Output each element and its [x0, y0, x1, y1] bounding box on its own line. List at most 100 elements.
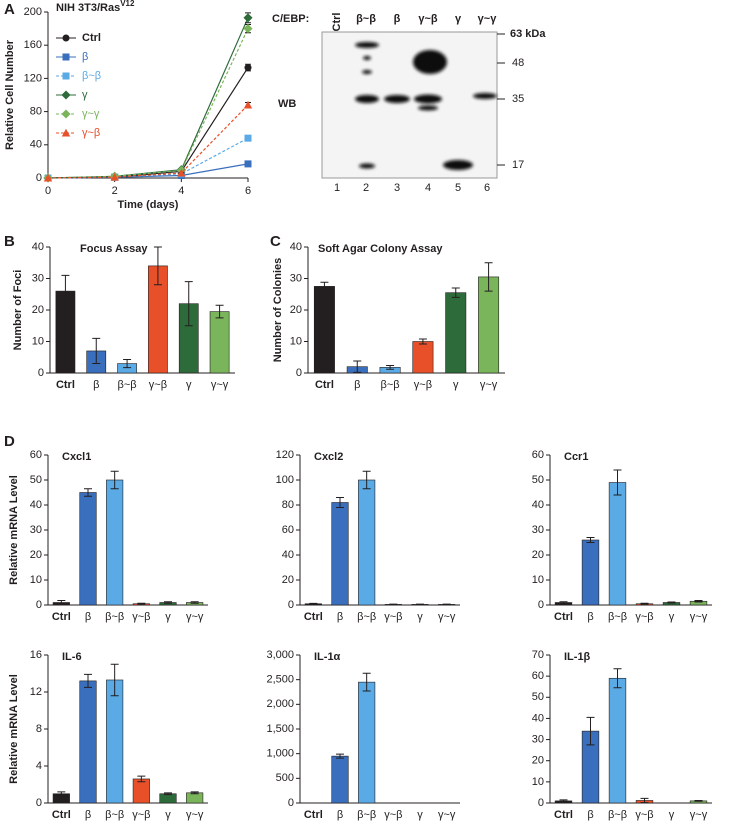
x-tick-label: γ~β: [384, 611, 402, 623]
x-tick-label: γ~γ: [438, 611, 456, 623]
bar: [186, 792, 204, 804]
size-marker: 35: [512, 93, 524, 105]
bar: [106, 679, 124, 804]
x-tick-label: Ctrl: [304, 809, 323, 821]
error-bar: [586, 537, 595, 543]
x-tick-label: γ: [165, 611, 171, 623]
y-tick-label: 2,500: [266, 674, 294, 686]
y-tick-label: 20: [290, 304, 302, 316]
bar: [79, 680, 97, 804]
chart-title: IL-1α: [314, 651, 341, 663]
series-line: [47, 28, 249, 179]
y-tick-label: 30: [290, 272, 302, 284]
error-bar: [336, 753, 344, 759]
error-bar: [559, 601, 568, 604]
series-line: [47, 67, 249, 179]
chart-title: NIH 3T3/RasV12: [56, 0, 135, 14]
error-bar: [613, 668, 622, 689]
x-tick-label: β: [354, 379, 360, 391]
series-line: [47, 104, 249, 179]
y-tick-label: 40: [532, 712, 544, 724]
chart-title-superscript: V12: [120, 0, 135, 8]
y-tick-label: 0: [296, 367, 302, 379]
error-bar: [362, 672, 371, 692]
x-tick-label: γ: [669, 611, 675, 623]
x-tick-label: β~β: [105, 809, 124, 821]
legend-marker: [61, 128, 71, 137]
x-tick-label: Ctrl: [52, 611, 71, 623]
point: [110, 172, 119, 181]
y-tick-label: 10: [32, 335, 44, 347]
panel-letter: A: [4, 1, 15, 18]
x-tick-label: γ~γ: [211, 379, 229, 391]
error-bar: [110, 663, 119, 697]
x-tick-label: Ctrl: [304, 611, 323, 623]
error-bar: [353, 360, 362, 373]
x-tick-label: β~β: [357, 611, 376, 623]
y-tick-label: 2,000: [266, 698, 294, 710]
chart-title: IL-1β: [564, 651, 591, 663]
bar: [132, 778, 150, 804]
blot-method: WB: [278, 98, 296, 110]
error-bar: [640, 797, 649, 804]
x-tick-label: β: [337, 809, 343, 821]
y-tick-label: 16: [30, 649, 42, 661]
blot-bands: [355, 42, 497, 170]
x-tick-label: β: [93, 379, 99, 391]
x-tick-label: γ: [165, 809, 171, 821]
y-tick-label: 0: [288, 599, 294, 611]
error-bar: [123, 358, 132, 369]
x-tick-label: γ~γ: [186, 611, 204, 623]
chart-title: IL-6: [62, 651, 82, 663]
error-bar: [484, 262, 493, 292]
error-bar: [153, 246, 162, 286]
bar: [581, 539, 600, 606]
x-tick-label: Ctrl: [315, 379, 334, 391]
lane-number: 4: [425, 182, 431, 194]
legend-marker: [62, 72, 70, 80]
y-tick-label: 40: [290, 241, 302, 253]
blot-label: C/EBP:: [272, 13, 309, 25]
y-tick-label: 1,500: [266, 723, 294, 735]
legend-label: γ~γ: [82, 108, 100, 120]
legend-marker: [61, 109, 71, 119]
chart-title-main: NIH 3T3/Ras: [56, 2, 120, 14]
legend-label: Ctrl: [82, 32, 101, 44]
panel-letter: D: [4, 433, 15, 450]
x-tick-label: β~β: [608, 809, 627, 821]
y-tick-label: 12: [30, 686, 42, 698]
x-tick-label: Ctrl: [554, 809, 573, 821]
x-tick-label: γ: [669, 809, 675, 821]
y-tick-label: 50: [30, 474, 42, 486]
panel-letter: B: [4, 233, 15, 250]
y-tick-label: 40: [32, 241, 44, 253]
x-tick-label: γ~β: [149, 379, 167, 391]
y-tick-label: 50: [532, 474, 544, 486]
x-tick-label: β~β: [381, 379, 400, 391]
x-tick-label: γ: [417, 611, 423, 623]
y-tick-label: 40: [532, 499, 544, 511]
error-bar: [110, 470, 119, 490]
x-tick-label: Ctrl: [56, 379, 75, 391]
y-tick-label: 30: [32, 272, 44, 284]
y-tick-label: 0: [538, 599, 544, 611]
y-tick-label: 120: [24, 72, 42, 84]
error-bar: [586, 716, 595, 746]
y-tick-label: 40: [282, 549, 294, 561]
x-tick-label: γ~γ: [690, 611, 708, 623]
x-tick-label: γ~β: [384, 809, 402, 821]
bar: [445, 292, 467, 374]
legend-label: β: [82, 51, 88, 63]
y-axis-label: Relative mRNA Level: [8, 674, 20, 784]
x-tick-label: β: [85, 611, 91, 623]
legend-label: γ~β: [82, 127, 100, 139]
error-bar: [190, 791, 199, 795]
point: [243, 100, 253, 109]
panel-letters: A B C D: [4, 1, 281, 450]
error-bar: [215, 304, 224, 319]
y-tick-label: 10: [290, 335, 302, 347]
x-tick-label: β: [587, 809, 593, 821]
error-bar: [164, 601, 172, 604]
legend-label: γ: [82, 89, 88, 101]
lane-label: Ctrl: [331, 13, 343, 32]
